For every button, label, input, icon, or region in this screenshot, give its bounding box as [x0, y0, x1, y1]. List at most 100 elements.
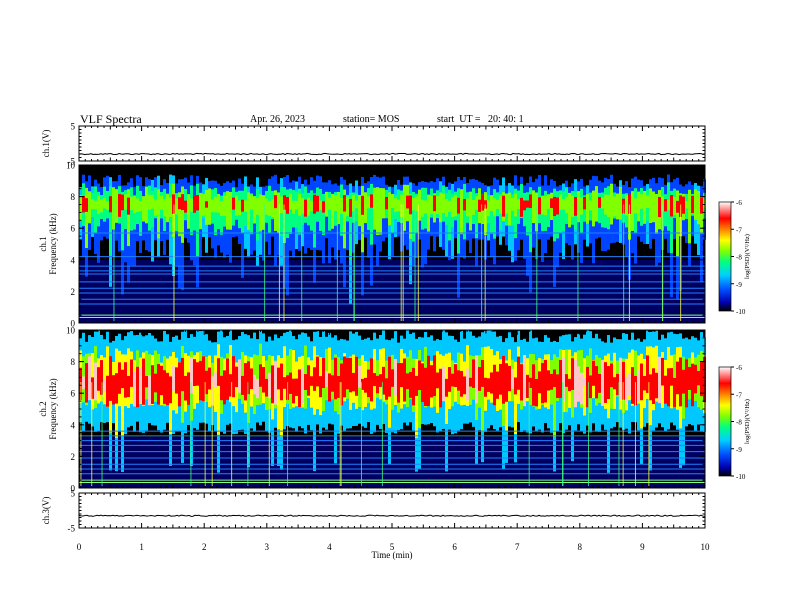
spectrogram-column-peak: [412, 367, 415, 406]
spectrogram-column-peak: [643, 197, 646, 209]
spectrogram-column-peak: [163, 370, 166, 404]
spectrogram-column-peak: [655, 372, 658, 399]
spectrogram-column-core: [319, 188, 322, 231]
spectrogram-column-peak: [280, 196, 283, 214]
spectrogram-column-core: [559, 190, 562, 234]
spectrogram-column-core: [229, 344, 232, 403]
spectrogram-column-peak: [457, 197, 460, 214]
spectrogram-column-peak: [181, 194, 184, 211]
spectrogram-column-peak: [274, 195, 277, 209]
spectrogram-column-peak: [541, 363, 544, 404]
spectrogram-column-core: [415, 193, 418, 233]
spectrogram-column-peak: [100, 360, 103, 395]
spectrogram-column-peak: [394, 198, 397, 212]
spectrogram-column-peak: [283, 195, 286, 210]
spectrogram-column-peak: [106, 375, 109, 407]
y-tick-label: 4: [71, 420, 76, 430]
spectrogram-column-peak: [301, 198, 304, 214]
spectrogram-column-peak: [355, 200, 358, 209]
spectrogram-column-peak: [121, 369, 124, 389]
spectrogram-column-peak: [427, 355, 430, 406]
spectrogram-column-core: [181, 186, 184, 243]
spectrogram-column-peak: [97, 195, 100, 215]
spectrogram-column-peak: [574, 197, 577, 216]
spectrogram-column-peak: [577, 194, 580, 210]
spectrogram-column-peak: [283, 377, 286, 389]
spectrogram-column-peak: [646, 195, 649, 208]
spectrogram-column-peak: [220, 200, 223, 216]
spectrogram-column-peak: [469, 201, 472, 215]
spectrogram-column-core: [193, 195, 196, 231]
spectrogram-column-peak: [127, 197, 130, 215]
spectrogram-column-peak: [241, 375, 244, 395]
spectrogram-column-peak: [196, 195, 199, 211]
y-tick-label: 0: [71, 319, 76, 329]
colorbar-label: log(PSD)(V²/Hz): [744, 234, 751, 279]
spectrogram-column-peak: [130, 359, 133, 387]
spectrogram-column-peak: [472, 359, 475, 388]
spectrogram-column-peak: [409, 371, 412, 398]
spectrogram-column-peak: [250, 194, 253, 210]
spectrogram-column-peak: [145, 198, 148, 214]
spectrogram-column-peak: [568, 193, 571, 217]
y-axis-label: ch.2: [38, 401, 48, 416]
y-axis-label: Frequency (kHz): [48, 213, 58, 274]
spectrogram-column-peak: [274, 361, 277, 405]
spectrogram-column-peak: [565, 374, 568, 387]
spectrogram-column-peak: [526, 374, 529, 399]
spectrogram-column-peak: [610, 363, 613, 388]
spectrogram-column-peak: [160, 365, 163, 396]
spectrogram-column-peak: [433, 355, 436, 397]
spectrogram-column-peak: [301, 367, 304, 403]
spectrogram-column-peak: [694, 198, 697, 209]
spectrogram-column-core: [343, 189, 346, 249]
spectrogram-column-peak: [559, 359, 562, 398]
spectrogram-column-peak: [217, 358, 220, 386]
spectrogram-column-peak: [583, 377, 586, 386]
spectrogram-column-peak: [673, 377, 676, 407]
spectrogram-column-peak: [253, 374, 256, 395]
spectrogram-column-peak: [205, 201, 208, 208]
spectrogram-column-peak: [412, 197, 415, 211]
spectrogram-column-peak: [430, 365, 433, 398]
spectrogram-column-peak: [406, 373, 409, 390]
y-tick-label: 6: [71, 389, 76, 399]
spectrogram-column-peak: [691, 363, 694, 407]
spectrogram-column-peak: [436, 195, 439, 214]
station-label: station= MOS: [343, 114, 400, 125]
spectrogram-column-peak: [463, 376, 466, 395]
spectrogram-column-peak: [640, 363, 643, 401]
panel-frame: [78, 492, 706, 529]
spectrogram-column-peak: [571, 195, 574, 217]
spectrogram-column-peak: [208, 367, 211, 390]
spectrogram-column-peak: [550, 198, 553, 209]
spectrogram-column-core: [670, 190, 673, 254]
spectrogram-column-peak: [151, 365, 154, 404]
spectrogram-column-peak: [313, 194, 316, 214]
axes-panel-2: 0 2 4 6 8 10 ch.2 Frequency (kHz): [38, 326, 706, 494]
spectrogram-column-core: [490, 195, 493, 234]
spectrogram-column-peak: [415, 196, 418, 212]
spectrogram-column-peak: [442, 366, 445, 402]
spectrogram-column-peak: [574, 360, 577, 408]
spectrogram-column-core: [187, 194, 190, 229]
spectrogram-column-peak: [616, 200, 619, 215]
spectrogram-column-peak: [103, 197, 106, 209]
spectrogram-column-peak: [424, 200, 427, 214]
spectrogram-column-peak: [664, 375, 667, 404]
spectrogram-column-peak: [202, 194, 205, 216]
spectrogram-column-peak: [82, 376, 85, 389]
spectrogram-column-peak: [658, 197, 661, 218]
spectrogram-column-peak: [466, 198, 469, 217]
spectrogram-column: [700, 186, 703, 283]
spectrogram-column-core: [463, 183, 466, 240]
spectrogram-column-peak: [106, 200, 109, 210]
spectrogram-column-core: [235, 362, 238, 413]
spectrogram-column-peak: [214, 196, 217, 213]
spectrogram-column-peak: [349, 199, 352, 217]
spectrogram-column-peak: [214, 372, 217, 388]
spectrogram-column-peak: [382, 366, 385, 395]
spectrogram-column-peak: [496, 199, 499, 210]
spectrogram-column-peak: [115, 197, 118, 212]
y-tick-label: 8: [71, 357, 76, 367]
